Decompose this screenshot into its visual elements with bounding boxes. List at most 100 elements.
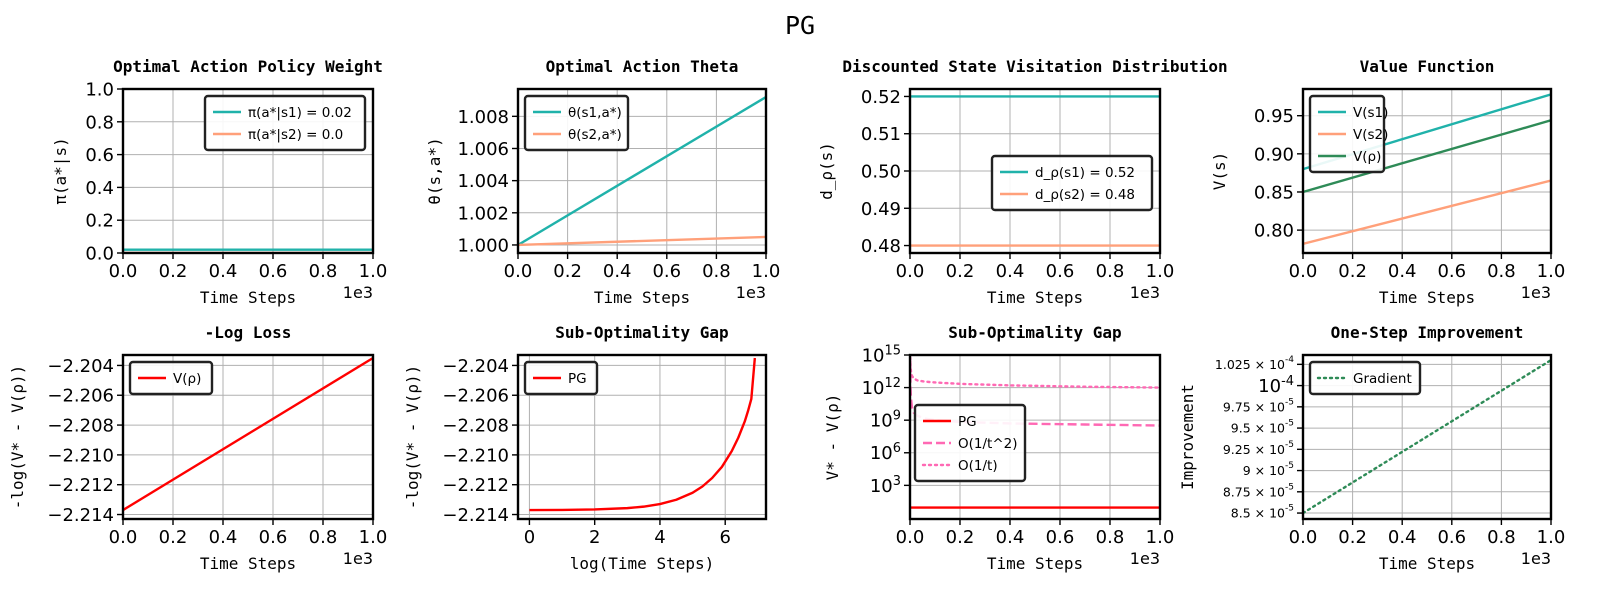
- legend-label: θ(s1,a*): [568, 105, 622, 121]
- x-tick-label: 0.6: [259, 261, 288, 282]
- x-offset-label: 1e3: [1130, 283, 1160, 302]
- x-tick-label: 0.4: [1388, 261, 1417, 282]
- series-line-2: [1303, 181, 1551, 244]
- chart-title: -Log Loss: [205, 323, 292, 342]
- y-tick-label: 1015: [862, 343, 901, 366]
- y-axis-label: V(s): [1210, 152, 1229, 191]
- y-tick-label: 1.006: [457, 139, 509, 160]
- y-axis-label: Improvement: [1178, 384, 1197, 490]
- x-tick-label: 0.6: [1046, 261, 1075, 282]
- y-tick-label: −2.210: [442, 445, 509, 466]
- legend-label: Gradient: [1353, 371, 1412, 387]
- legend-label: V(ρ): [1353, 149, 1381, 165]
- legend-label: d_ρ(s2) = 0.48: [1035, 187, 1135, 203]
- x-axis-label: Time Steps: [594, 288, 690, 307]
- x-tick-label: 2: [589, 527, 600, 548]
- x-tick-label: 1.0: [1537, 527, 1566, 548]
- y-tick-label: 10-4: [1258, 374, 1294, 397]
- x-tick-label: 6: [719, 527, 730, 548]
- x-offset-label: 1e3: [343, 283, 373, 302]
- x-offset-label: 1e3: [343, 549, 373, 568]
- x-tick-label: 0.2: [159, 527, 188, 548]
- y-tick-label: −2.212: [442, 475, 509, 496]
- y-tick-label: 103: [870, 474, 901, 497]
- x-tick-label: 0.2: [1338, 527, 1367, 548]
- chart-title: Value Function: [1360, 57, 1495, 76]
- x-axis-label: Time Steps: [1379, 288, 1475, 307]
- y-tick-label: 0.50: [861, 161, 901, 182]
- x-tick-label: 1.0: [752, 261, 781, 282]
- y-tick-label: 0.52: [861, 87, 901, 108]
- legend: Gradient: [1310, 362, 1420, 394]
- figure-title: PG: [785, 11, 815, 40]
- chart-title: Sub-Optimality Gap: [555, 323, 728, 342]
- y-axis-label: -log(V* - V(ρ)): [403, 365, 422, 510]
- x-tick-label: 4: [654, 527, 665, 548]
- y-tick-label: −2.204: [442, 356, 509, 377]
- x-tick-label: 0: [524, 527, 535, 548]
- x-tick-label: 0.2: [159, 261, 188, 282]
- legend: V(ρ): [130, 362, 212, 394]
- legend-label: V(s2): [1353, 127, 1388, 143]
- chart-panel-6: 0 2 4 6 −2.214 −2.212 −2.210 −2.208 −2.206 −2.204…: [403, 323, 766, 573]
- y-tick-label: 9.5 × 10-5: [1231, 419, 1294, 436]
- chart-title: Optimal Action Theta: [546, 57, 739, 76]
- chart-panel-4: 0.0 0.2 0.4 0.6 0.8 1.00.800.850.900.951e3Val…: [1210, 57, 1565, 307]
- legend-label: V(s1): [1353, 105, 1388, 121]
- y-tick-label: −2.208: [47, 416, 114, 437]
- x-tick-label: 0.8: [309, 261, 338, 282]
- y-tick-label: 0.8: [85, 112, 114, 133]
- legend-label: O(1/t): [958, 458, 998, 474]
- y-tick-label: 0.85: [1254, 182, 1294, 203]
- legend: PG: [525, 362, 597, 394]
- x-offset-label: 1e3: [1521, 283, 1551, 302]
- x-tick-label: 0.2: [946, 527, 975, 548]
- legend: θ(s1,a*) θ(s2,a*): [525, 96, 628, 150]
- x-tick-label: 0.4: [209, 261, 238, 282]
- chart-panel-8: 0.0 0.2 0.4 0.6 0.8 1.0 8.5 × 10-5 8.75 × 10-5 9…: [1178, 323, 1565, 573]
- y-tick-label: 106: [870, 441, 901, 464]
- x-tick-label: 0.0: [109, 527, 138, 548]
- y-tick-label: 9.75 × 10-5: [1223, 397, 1294, 414]
- x-axis-label: Time Steps: [200, 288, 296, 307]
- x-tick-label: 0.8: [1487, 527, 1516, 548]
- y-tick-label: −2.214: [442, 505, 509, 526]
- x-offset-label: 1e3: [736, 283, 766, 302]
- y-tick-label: 0.90: [1254, 144, 1294, 165]
- y-tick-label: 1.0: [85, 79, 114, 100]
- y-tick-label: 0.80: [1254, 221, 1294, 242]
- x-tick-label: 0.8: [1096, 261, 1125, 282]
- y-tick-label: −2.214: [47, 505, 114, 526]
- x-tick-label: 0.4: [996, 261, 1025, 282]
- x-tick-label: 0.8: [1096, 527, 1125, 548]
- y-tick-label: 0.4: [85, 178, 114, 199]
- y-tick-label: 9 × 10-5: [1243, 461, 1294, 478]
- x-tick-label: 0.8: [1487, 261, 1516, 282]
- y-tick-label: 1.004: [457, 171, 509, 192]
- chart-panel-5: 0.0 0.2 0.4 0.6 0.8 1.0 −2.214 −2.212 −2.210 −2.2…: [8, 323, 387, 573]
- x-axis-label: Time Steps: [1379, 554, 1475, 573]
- legend-label: θ(s2,a*): [568, 127, 622, 143]
- x-tick-label: 0.0: [1289, 527, 1318, 548]
- x-tick-label: 0.4: [603, 261, 632, 282]
- y-tick-label: 9.25 × 10-5: [1223, 440, 1294, 457]
- y-tick-label: −2.210: [47, 445, 114, 466]
- y-tick-label: 109: [870, 409, 901, 432]
- x-tick-label: 1.0: [1537, 261, 1566, 282]
- chart-panel-1: 0.0 0.2 0.4 0.6 0.8 1.00.00.20.40.60.81.01e3O…: [51, 57, 387, 307]
- x-tick-label: 0.4: [1388, 527, 1417, 548]
- x-tick-label: 0.6: [652, 261, 681, 282]
- legend: V(s1) V(s2) V(ρ): [1310, 96, 1388, 172]
- y-axis-label: d_ρ(s): [817, 142, 836, 200]
- y-tick-label: −2.204: [47, 356, 114, 377]
- x-tick-label: 1.0: [1146, 261, 1175, 282]
- y-tick-label: 8.5 × 10-5: [1231, 504, 1294, 521]
- legend-label: d_ρ(s1) = 0.52: [1035, 165, 1135, 181]
- series-line-3: [910, 357, 1160, 387]
- x-tick-label: 1.0: [1146, 527, 1175, 548]
- y-tick-label: 1012: [862, 376, 901, 399]
- x-tick-label: 0.6: [1437, 261, 1466, 282]
- legend-label: π(a*|s2) = 0.0: [248, 127, 343, 143]
- x-tick-label: 0.2: [946, 261, 975, 282]
